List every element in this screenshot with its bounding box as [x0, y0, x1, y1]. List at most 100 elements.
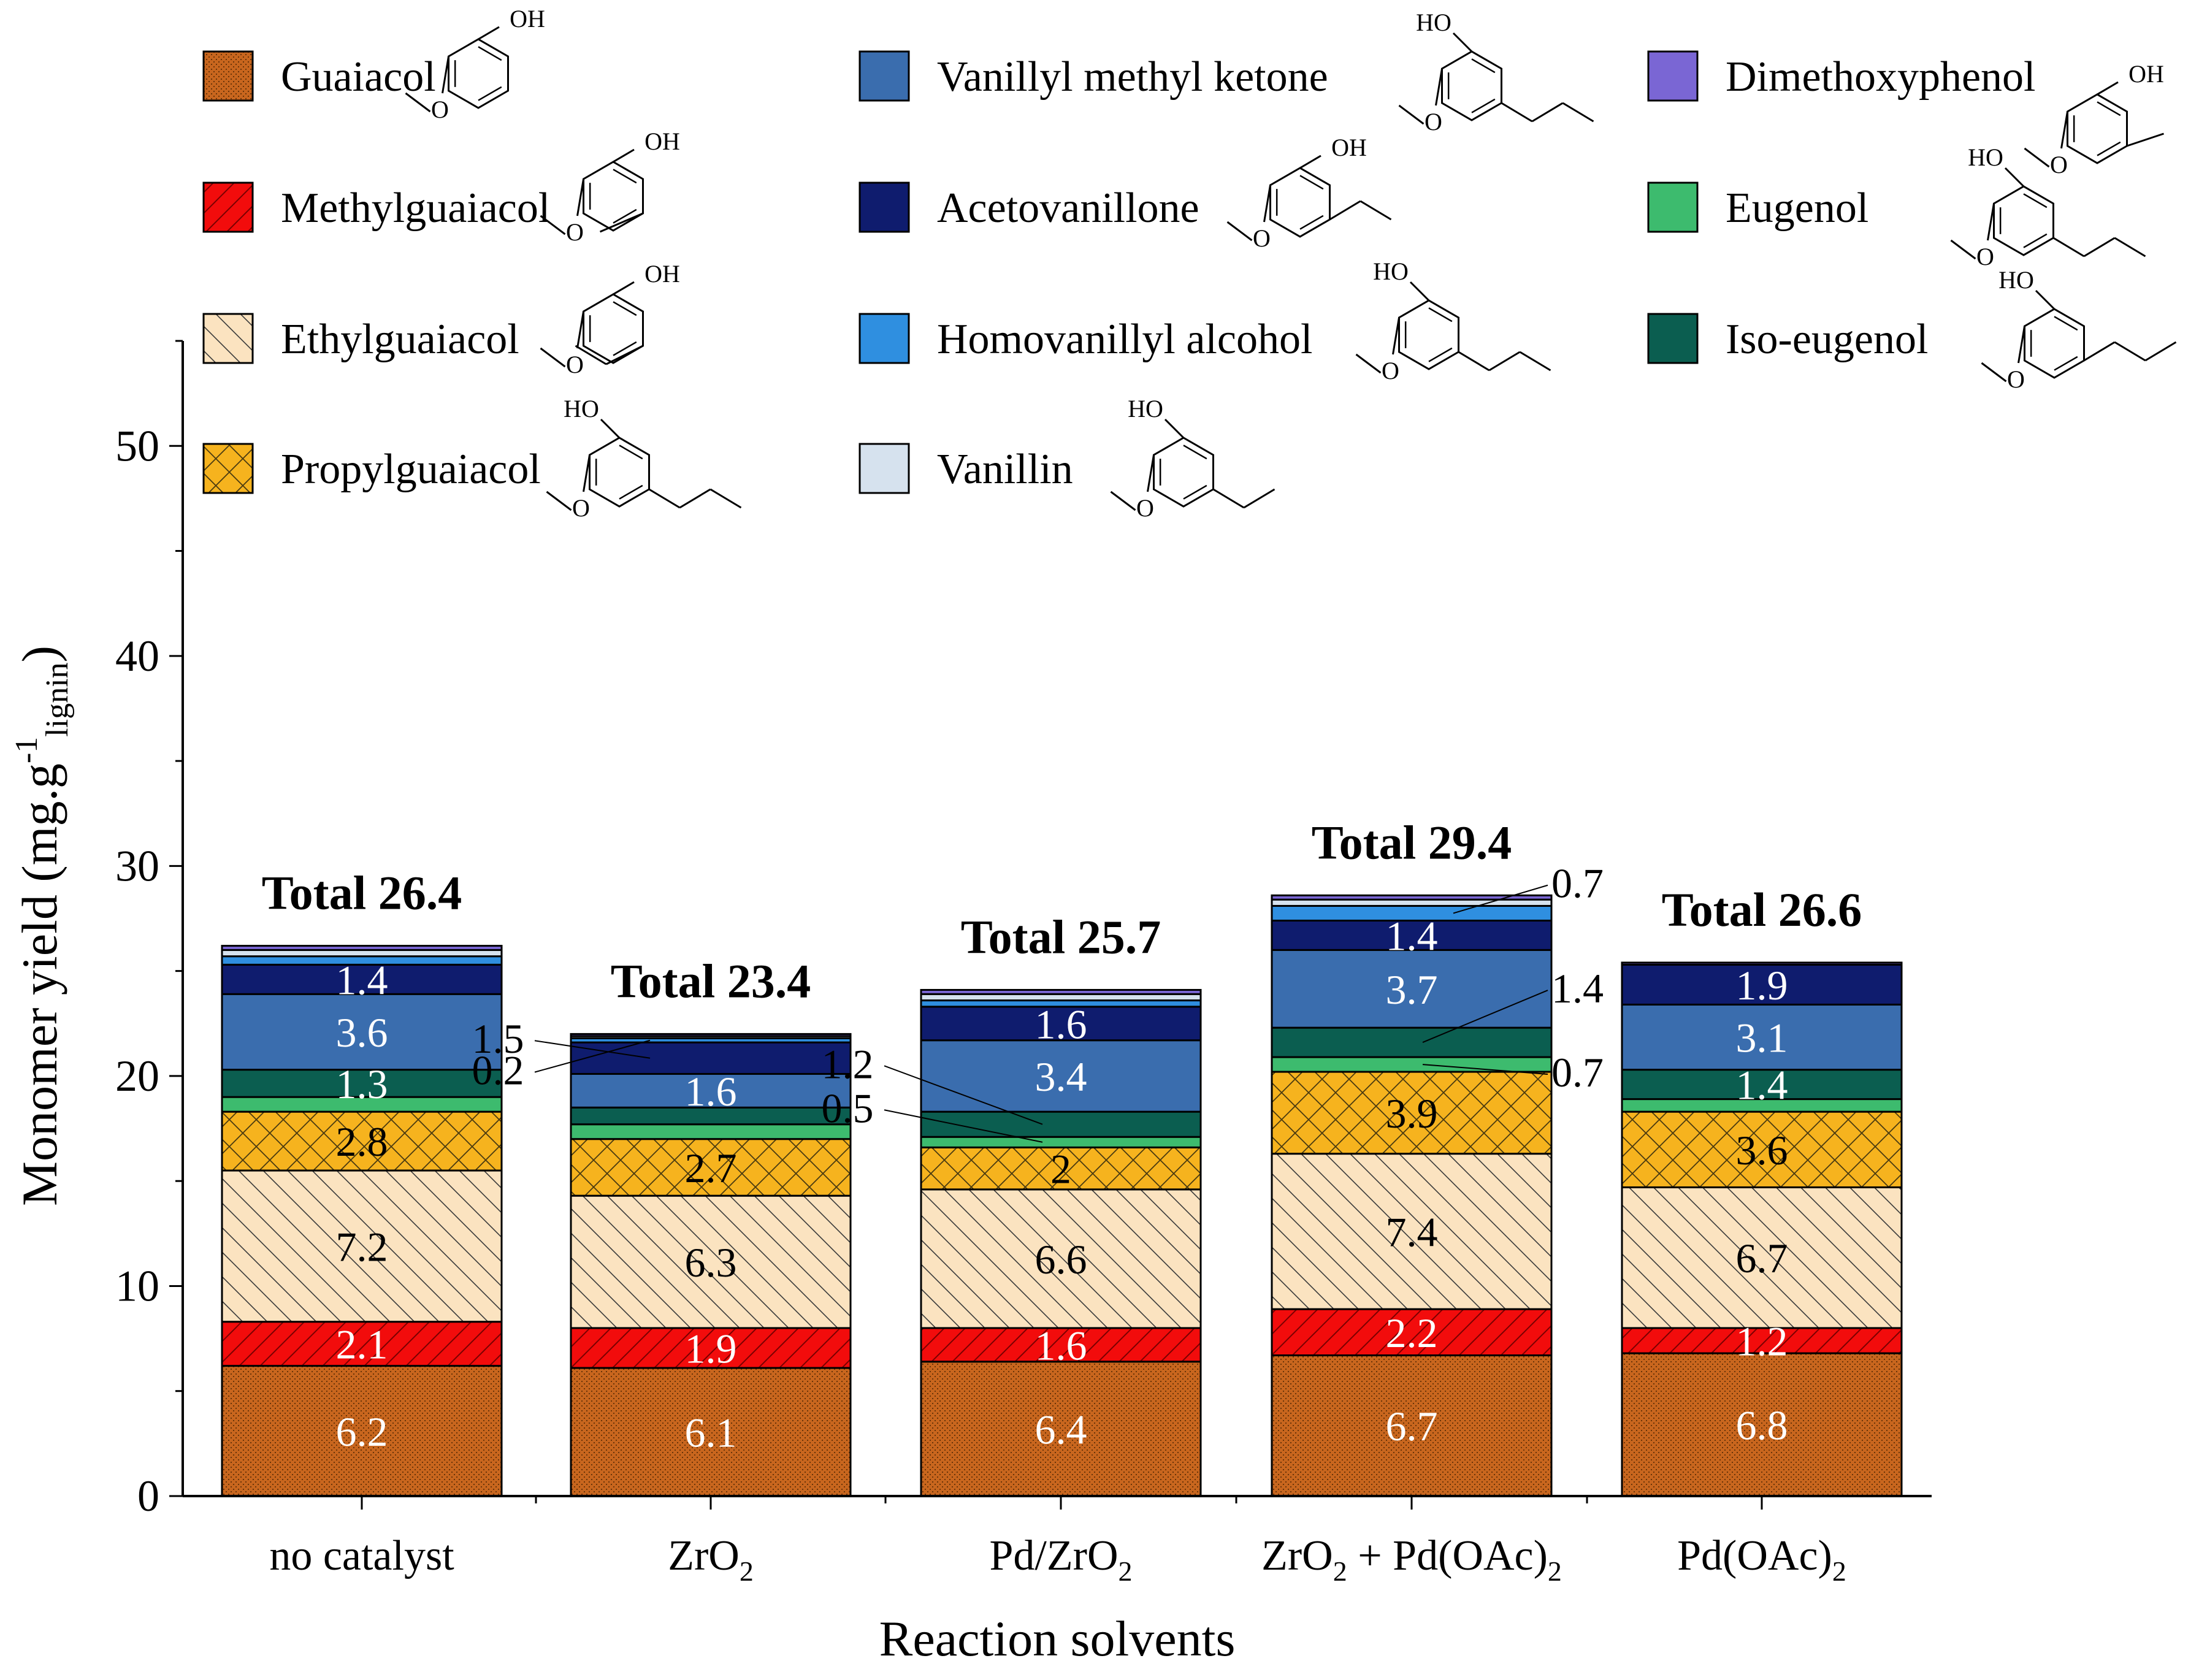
bond: [2127, 132, 2164, 147]
double-bond: [2054, 356, 2078, 371]
atom-label: O: [2050, 151, 2068, 178]
bar-segment: [1621, 963, 1903, 1006]
double-bond: [478, 46, 502, 61]
bond: [1981, 362, 2007, 383]
legend: Guaiacol Methylguaiacol Ethylguaiacol Propy…: [202, 50, 2035, 494]
bond: [1950, 239, 1976, 260]
bond: [613, 148, 635, 163]
bar-4: [1621, 961, 1903, 1497]
legend-item: Acetovanillone: [859, 181, 1199, 233]
legend-label: Propylguaiacol: [281, 446, 541, 493]
bar-segment: [1271, 949, 1553, 1029]
bond: [2024, 147, 2050, 168]
bar-1: [570, 1033, 852, 1497]
callout-leader: [1422, 990, 1548, 1044]
double-bond: [478, 86, 502, 101]
data-label: 2.7: [685, 1145, 737, 1191]
benzene-ring: [583, 161, 644, 232]
atom-label: OH: [1331, 134, 1367, 161]
bar-segment: [221, 945, 503, 951]
atom-label: O: [572, 494, 590, 522]
data-label: 6.3: [685, 1239, 737, 1286]
y-tick-label: 30: [115, 841, 159, 890]
atom-label: O: [1382, 357, 1399, 384]
data-label: 1.6: [1035, 1322, 1087, 1369]
bond: [1488, 351, 1521, 372]
atom-label: HO: [1998, 266, 2034, 294]
structure-propylguaiacol: HO O: [546, 395, 742, 522]
bar-segment: [221, 1110, 503, 1172]
benzene-ring: [589, 437, 650, 508]
bond: [2017, 326, 2025, 364]
bar-segment: [920, 993, 1202, 1002]
data-label: 1.4: [336, 956, 388, 1003]
legend-swatch: [202, 181, 254, 233]
y-tick-label: 20: [115, 1052, 159, 1101]
benzene-ring: [583, 293, 644, 364]
structure-homovanillyl-alcohol: HO O: [1355, 258, 1551, 384]
bond: [1519, 351, 1551, 372]
bond: [1299, 155, 1321, 169]
total-label: Total 23.4: [611, 954, 811, 1007]
data-label: 1.9: [685, 1326, 737, 1372]
atom-label: O: [566, 351, 584, 378]
legend-item: Dimethoxyphenol: [1647, 50, 2035, 102]
structure-dimethoxyphenol: OH O: [2024, 60, 2164, 178]
legend-item: Methylguaiacol: [202, 181, 550, 233]
double-bond: [1428, 347, 1453, 362]
callout-label: 1.5: [472, 1015, 524, 1062]
atom-label: O: [1253, 224, 1271, 252]
data-label: 1.9: [1736, 962, 1788, 1009]
double-bond: [2097, 101, 2121, 116]
bar-segment: [920, 1327, 1202, 1363]
bar-segment: [570, 1138, 852, 1197]
bond: [1531, 102, 1564, 123]
double-bond: [613, 341, 637, 356]
callout-label: 1.2: [822, 1040, 874, 1087]
data-label: 7.4: [1386, 1208, 1438, 1255]
callout-leader: [884, 1109, 1043, 1143]
structure-eugenol: HO O: [1950, 143, 2146, 270]
x-tick-label: no catalyst: [269, 1532, 454, 1579]
data-label: 1.3: [336, 1061, 388, 1107]
legend-label: Ethylguaiacol: [281, 316, 519, 363]
bond: [1110, 491, 1136, 511]
data-label: 3.6: [1736, 1127, 1788, 1174]
legend-label: Methylguaiacol: [281, 185, 550, 232]
atom-label: OH: [2128, 60, 2164, 88]
atom-label: HO: [564, 395, 599, 422]
benzene-ring: [2024, 308, 2085, 379]
bond: [648, 488, 681, 509]
y-tick-label: 0: [137, 1472, 159, 1521]
callout-label: 0.5: [822, 1085, 874, 1131]
callout-label: 0.7: [1551, 860, 1604, 907]
bond: [575, 345, 607, 365]
bond: [546, 491, 572, 511]
data-label: 6.2: [336, 1408, 388, 1455]
double-bond: [1428, 307, 1453, 323]
bond: [2144, 341, 2177, 362]
legend-swatch: [859, 50, 910, 102]
bar-segment: [570, 1033, 852, 1037]
bond: [613, 281, 635, 296]
bond: [1452, 32, 1473, 53]
double-bond: [1183, 484, 1207, 500]
bond: [540, 347, 566, 368]
bond: [1263, 185, 1271, 223]
legend-label: Iso-eugenol: [1726, 316, 1928, 363]
bar-segment: [221, 1365, 503, 1497]
atom-label: HO: [1373, 258, 1409, 285]
atom-label: O: [566, 218, 584, 246]
callout-leader: [1453, 884, 1548, 914]
bar-segment: [1621, 961, 1903, 966]
double-bond: [2054, 316, 2078, 331]
legend-label: Guaiacol: [281, 53, 436, 101]
double-bond: [613, 301, 637, 316]
data-label: 6.7: [1736, 1235, 1788, 1281]
double-bond: [2023, 233, 2048, 248]
bond: [1392, 317, 1400, 355]
bond: [583, 454, 591, 492]
total-label: Total 25.7: [961, 910, 1161, 963]
bond: [478, 26, 500, 40]
